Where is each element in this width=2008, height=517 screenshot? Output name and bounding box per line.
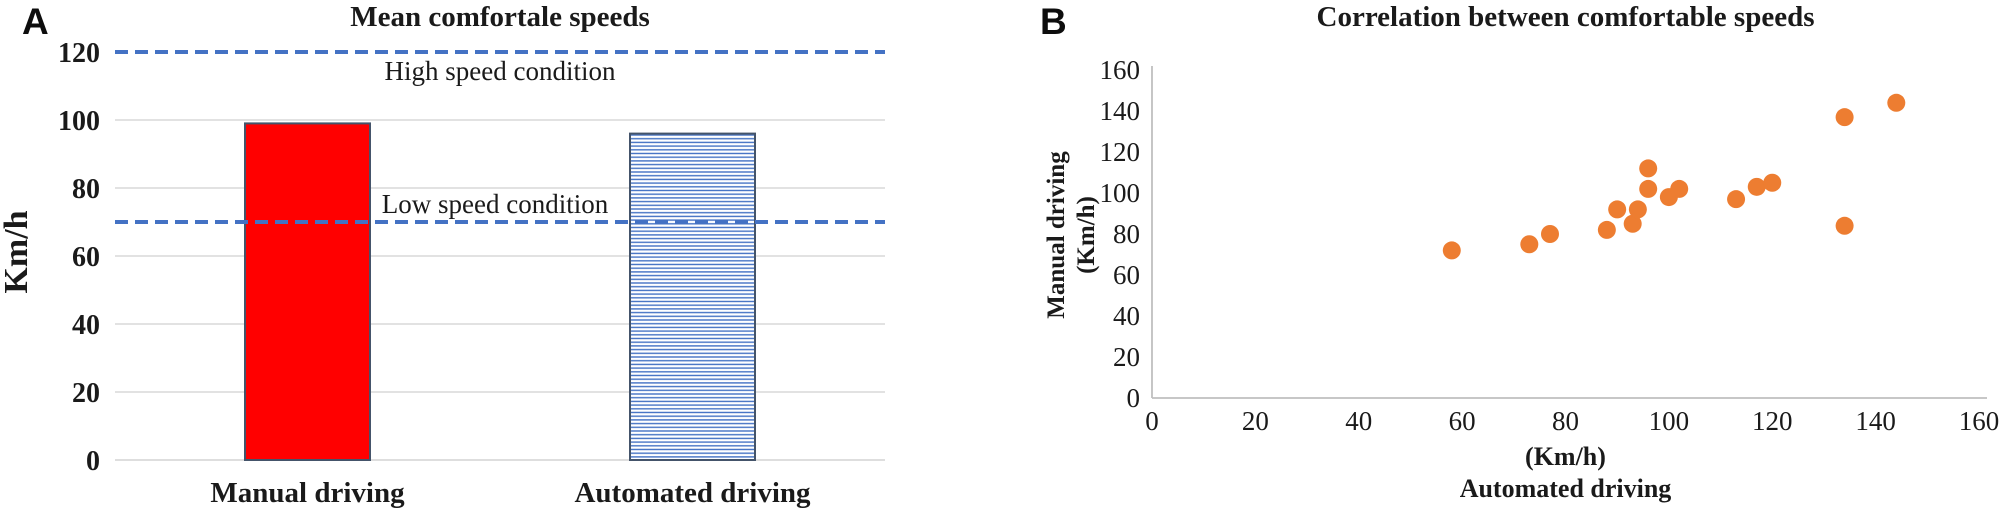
y-tick-label: 160 [1100, 55, 1141, 85]
x-tick-label: 140 [1855, 406, 1896, 436]
x-tick-label: 120 [1752, 406, 1793, 436]
panel-b-y-axis-label: Manual driving (Km/h) [1042, 135, 1102, 335]
panel-b-scatter-chart: 0 20 40 60 80 100 120 140 160 0 20 40 60 80 100 120 140 1… [1010, 0, 2008, 517]
y-tick-label: 60 [1113, 260, 1140, 290]
y-tick-label: 80 [72, 174, 100, 205]
y-tick-label: 80 [1113, 219, 1140, 249]
panel-b-x-axis-label-line2: Automated driving [1459, 474, 1672, 503]
scatter-point [1520, 235, 1539, 254]
y-tick-label: 0 [1127, 383, 1141, 413]
x-tick-label: 20 [1242, 406, 1269, 436]
scatter-chart-plot: 0 20 40 60 80 100 120 140 160 0 20 40 60 80 100 120 140 1… [1100, 55, 2000, 436]
scatter-point [1763, 173, 1782, 192]
y-tick-label: 120 [1100, 137, 1141, 167]
scatter-point [1639, 179, 1658, 198]
y-tick-label: 140 [1100, 96, 1141, 126]
panel-b-x-axis-label-line1: (Km/h) [1525, 442, 1606, 471]
panel-a-title: Mean comfortale speeds [350, 1, 650, 33]
y-tick-label: 20 [72, 378, 100, 409]
scatter-point [1597, 220, 1616, 239]
x-tick-label: 160 [1959, 406, 2000, 436]
scatter-point [1835, 108, 1854, 127]
y-tick-label: 120 [58, 38, 100, 69]
bar-manual-driving [244, 122, 371, 462]
panel-a-y-axis-label: Km/h [0, 210, 35, 294]
y-tick-label: 100 [58, 106, 100, 137]
y-tick-label: 0 [86, 446, 100, 477]
panel-a-bar-chart: 0 20 40 60 80 100 120 A Mean comfortale speeds… [0, 1, 885, 509]
y-tick-label: 20 [1113, 342, 1140, 372]
scatter-point [1639, 159, 1658, 178]
x-tick-label: 40 [1345, 406, 1372, 436]
y-tick-label: 40 [1113, 301, 1140, 331]
x-tick-label: 80 [1552, 406, 1579, 436]
panel-b-y-axis-label-line2: (Km/h) [1073, 196, 1100, 274]
panel-b-title: Correlation between comfortable speeds [1316, 1, 1815, 33]
panel-b-x-axis-label: (Km/h) Automated driving [1152, 441, 1979, 505]
scatter-point [1835, 216, 1854, 235]
x-tick-label: 0 [1145, 406, 1159, 436]
y-tick-label: 60 [72, 242, 100, 273]
scatter-point [1608, 200, 1627, 219]
y-tick-label: 40 [72, 310, 100, 341]
category-label-manual-driving: Manual driving [210, 477, 405, 509]
scatter-point [1887, 93, 1906, 112]
x-tick-label: 60 [1449, 406, 1476, 436]
scatter-point [1727, 190, 1746, 209]
x-tick-label: 100 [1649, 406, 1690, 436]
scatter-point [1442, 241, 1461, 260]
scatter-point [1540, 225, 1559, 243]
scatter-point [1670, 179, 1689, 198]
category-label-automated-driving: Automated driving [574, 477, 811, 509]
panel-b-letter: B [1040, 1, 1067, 42]
panel-a-letter: A [22, 1, 49, 42]
scatter-point [1628, 200, 1647, 219]
high-speed-condition-label: High speed condition [384, 56, 616, 86]
panel-b-y-axis-label-line1: Manual driving [1043, 151, 1070, 319]
bar-automated-driving [629, 132, 756, 461]
low-speed-condition-label: Low speed condition [381, 189, 609, 219]
scatter-point [1623, 214, 1642, 233]
bar-chart-plot: 0 20 40 60 80 100 120 [58, 38, 885, 477]
scatter-point [1747, 177, 1766, 196]
y-tick-label: 100 [1100, 178, 1141, 208]
